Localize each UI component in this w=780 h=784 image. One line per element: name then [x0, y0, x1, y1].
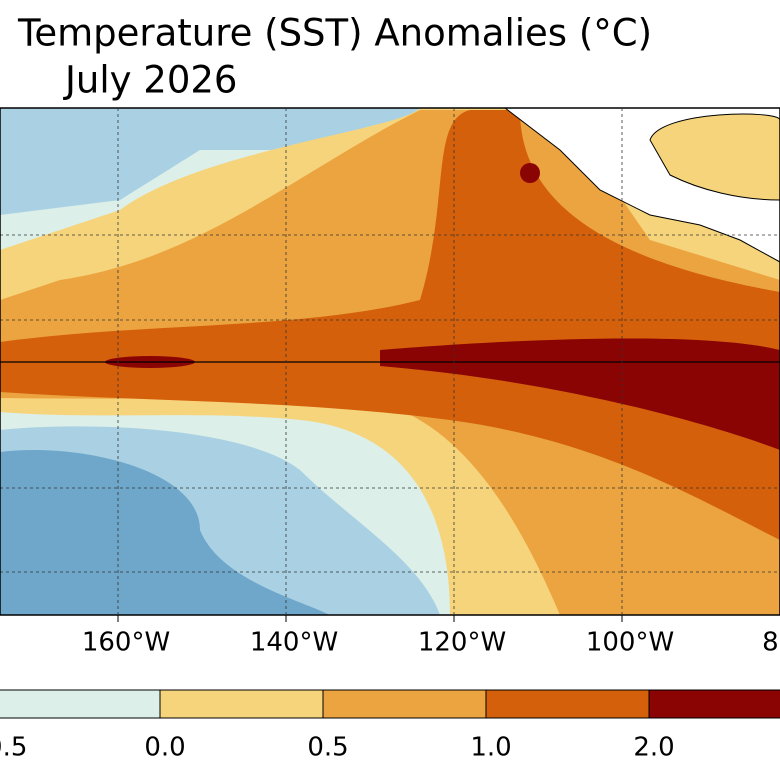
- cool-region: [0, 108, 420, 215]
- lon-tick-label: 160°W: [82, 628, 170, 658]
- colorbar-label: -0.5: [0, 733, 27, 763]
- hottest-region: [380, 338, 780, 450]
- hot-region: [0, 110, 780, 540]
- colorbar-segment: [0, 689, 161, 719]
- colorbar-label: 2.0: [633, 733, 674, 763]
- colorbar-label: 1.0: [470, 733, 511, 763]
- gulf: [649, 113, 780, 201]
- hottest-region: [520, 163, 540, 183]
- map: [0, 107, 780, 616]
- cold-region: [0, 450, 330, 615]
- colorbar-segment: [648, 689, 780, 719]
- colorbar-segment: [485, 689, 650, 719]
- lon-tick-label: 140°W: [250, 628, 338, 658]
- lon-tick-label: 80°W: [762, 628, 780, 658]
- map-subtitle: July 2026: [63, 59, 237, 102]
- colorbar-segment: [322, 689, 487, 719]
- colorbar-segment: [159, 689, 324, 719]
- lon-tick-label: 120°W: [418, 628, 506, 658]
- colorbar-label: 0.5: [307, 733, 348, 763]
- map-title: Temperature (SST) Anomalies (°C): [17, 12, 652, 55]
- map-frame: [0, 107, 780, 616]
- colorbar-label: 0.0: [144, 733, 185, 763]
- lon-tick-label: 100°W: [586, 628, 674, 658]
